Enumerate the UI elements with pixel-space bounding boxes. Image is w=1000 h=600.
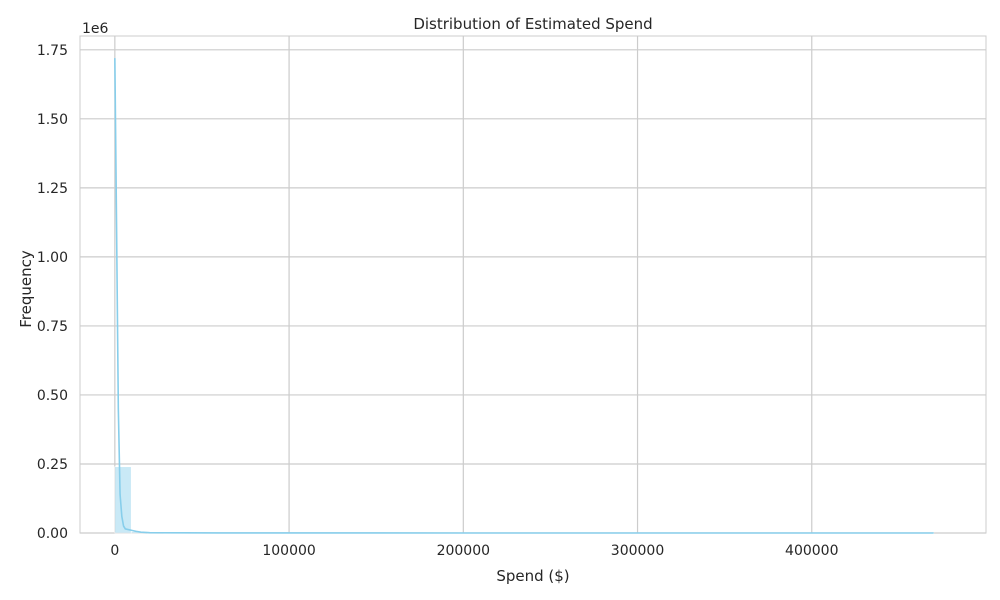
plot-area [79, 35, 987, 534]
y-tick-label: 1.50 [37, 112, 68, 128]
y-tick-label: 0.50 [37, 388, 68, 404]
y-tick-label: 0.75 [37, 319, 68, 335]
x-tick-label: 100000 [262, 543, 315, 559]
x-tick-label: 400000 [785, 543, 838, 559]
x-axis-label: Spend ($) [496, 567, 569, 585]
y-tick-label: 1.00 [37, 250, 68, 266]
kde-line [114, 58, 934, 534]
x-tick-label: 0 [110, 543, 119, 559]
x-axis-ticks: 0 100000 200000 300000 400000 [110, 543, 838, 559]
y-offset-label: 1e6 [82, 21, 109, 37]
y-tick-label: 1.75 [37, 43, 68, 59]
y-tick-label: 0.25 [37, 457, 68, 473]
y-tick-label: 0.00 [37, 526, 68, 542]
y-axis-label: Frequency [17, 250, 35, 328]
kde-curve [114, 58, 934, 534]
y-tick-label: 1.25 [37, 181, 68, 197]
histogram-bar [114, 466, 132, 534]
x-tick-label: 200000 [437, 543, 490, 559]
y-axis-ticks: 0.00 0.25 0.50 0.75 1.00 1.25 1.50 1.75 [37, 43, 68, 542]
x-tick-label: 300000 [611, 543, 664, 559]
chart-title: Distribution of Estimated Spend [413, 15, 652, 33]
